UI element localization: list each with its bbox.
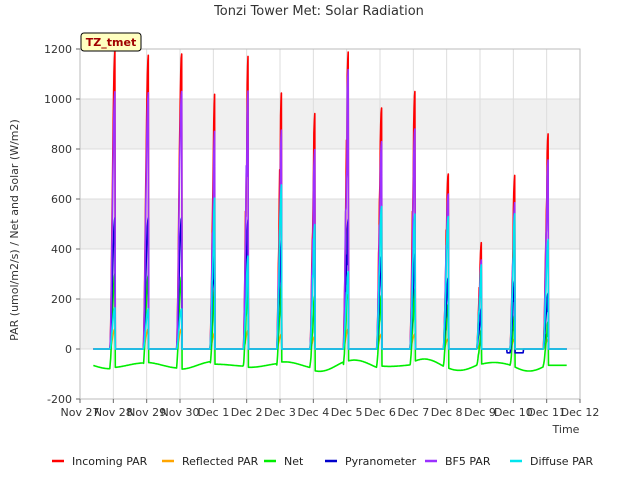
x-tick-label: Dec 4 bbox=[297, 406, 329, 419]
series-layer bbox=[93, 51, 567, 373]
legend-label: Reflected PAR bbox=[182, 455, 259, 468]
y-tick-label: 1000 bbox=[44, 93, 72, 106]
plot-band bbox=[80, 199, 580, 249]
legend-label: Net bbox=[284, 455, 304, 468]
x-tick-label: Dec 5 bbox=[331, 406, 363, 419]
y-tick-label: 800 bbox=[51, 143, 72, 156]
plot-frame bbox=[79, 48, 581, 400]
plot-band bbox=[80, 99, 580, 149]
x-tick-label: Dec 10 bbox=[494, 406, 533, 419]
legend: Incoming PAR Reflected PAR Net Pyranometer B… bbox=[52, 455, 594, 468]
y-tick-label: 1200 bbox=[44, 43, 72, 56]
y-axis-label: PAR (umol/m2/s) / Net and Solar (W/m2) bbox=[8, 119, 21, 341]
x-tick-label: Dec 8 bbox=[431, 406, 463, 419]
legend-label: Pyranometer bbox=[345, 455, 417, 468]
x-tick-label: Dec 12 bbox=[561, 406, 600, 419]
x-tick-label: Dec 2 bbox=[231, 406, 263, 419]
plot-band bbox=[80, 299, 580, 349]
x-tick-label: Nov 27 bbox=[61, 406, 100, 419]
x-tick-label: Dec 1 bbox=[197, 406, 229, 419]
plot-background bbox=[80, 49, 580, 399]
x-tick-label: Nov 30 bbox=[161, 406, 200, 419]
legend-label: Diffuse PAR bbox=[530, 455, 594, 468]
chart-title: Tonzi Tower Met: Solar Radiation bbox=[213, 4, 424, 19]
site-badge: TZ_tmet bbox=[80, 32, 142, 52]
x-axis-label: Time bbox=[552, 423, 580, 436]
site-badge-text: TZ_tmet bbox=[86, 36, 136, 49]
y-tick-label: 400 bbox=[51, 243, 72, 256]
x-tick-label: Dec 7 bbox=[397, 406, 429, 419]
y-tick-label: 0 bbox=[65, 343, 72, 356]
site-badge-box bbox=[80, 32, 142, 52]
y-tick-label: 200 bbox=[51, 293, 72, 306]
series-line-net bbox=[93, 273, 567, 373]
legend-label: Incoming PAR bbox=[72, 455, 148, 468]
y-tick-label: -200 bbox=[47, 393, 72, 406]
x-tick-label: Nov 29 bbox=[127, 406, 166, 419]
x-tick-label: Dec 6 bbox=[364, 406, 396, 419]
x-tick-label: Dec 11 bbox=[527, 406, 566, 419]
legend-label: BF5 PAR bbox=[445, 455, 491, 468]
x-tick-label: Dec 9 bbox=[464, 406, 496, 419]
series-line-diffuse-par bbox=[93, 184, 567, 350]
x-tick-label: Nov 28 bbox=[94, 406, 133, 419]
y-tick-label: 600 bbox=[51, 193, 72, 206]
x-tick-label: Dec 3 bbox=[264, 406, 296, 419]
